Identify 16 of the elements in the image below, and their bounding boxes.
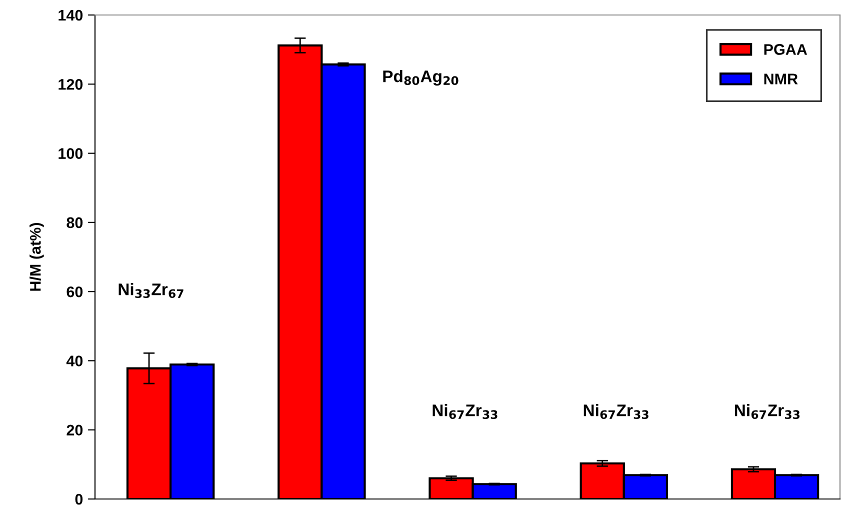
y-tick-label: 20: [66, 424, 83, 436]
y-tick-label: 0: [75, 494, 83, 505]
annotation: Ni$_{67}$Zr$_{33}$: [584, 404, 648, 419]
y-tick-label: 100: [58, 148, 83, 159]
y-tick-label: 40: [66, 356, 83, 366]
y-tick-label: 80: [66, 217, 83, 228]
annotation: Ni$_{33}$Zr$_{67}$: [118, 283, 184, 298]
y-tick-label: 120: [58, 79, 83, 90]
y-axis-title: H/M (at%): [30, 222, 44, 291]
legend-label: PGAA: [764, 44, 808, 55]
annotation: Pd$_{80}$Ag$_{20}$: [383, 70, 458, 86]
legend-label: NMR: [764, 74, 798, 84]
annotation: Ni$_{67}$Zr$_{33}$: [432, 404, 498, 419]
annotation: Ni$_{67}$Zr$_{33}$: [734, 404, 800, 419]
y-tick-label: 60: [66, 286, 83, 298]
y-tick-label: 140: [58, 10, 83, 21]
